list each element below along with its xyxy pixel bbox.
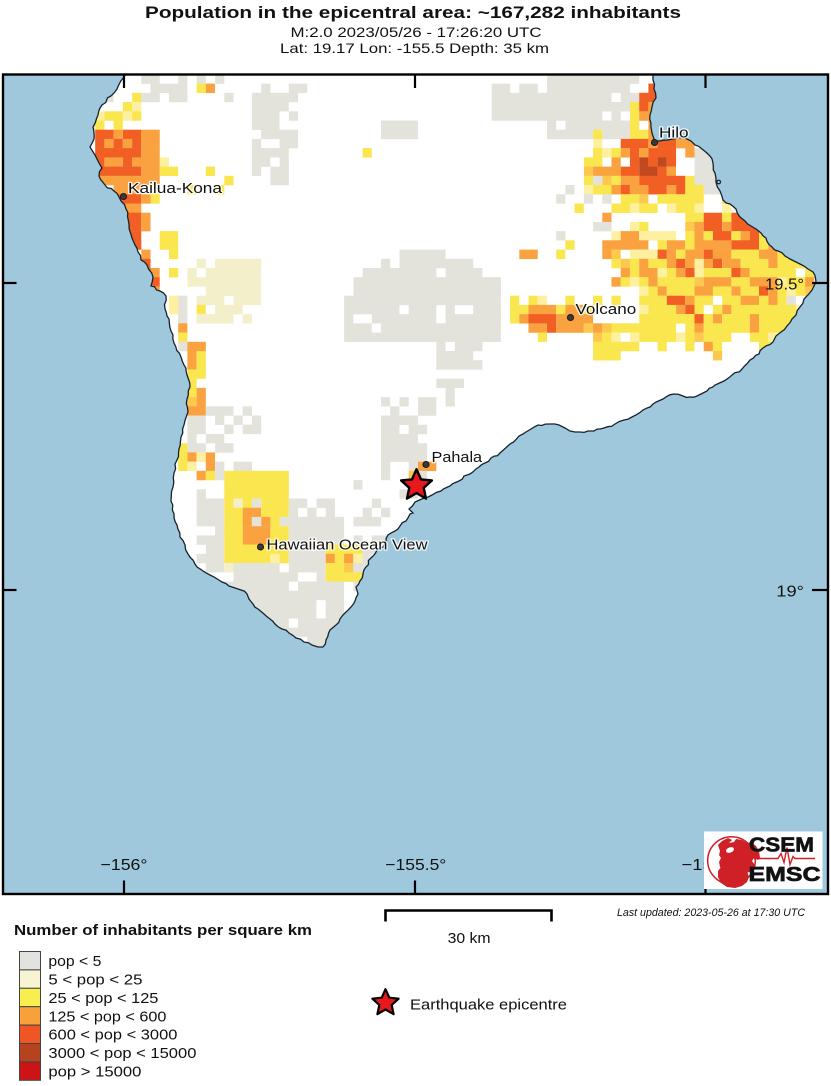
svg-text:pop < 5: pop < 5 <box>48 954 101 970</box>
svg-text:5 < pop < 25: 5 < pop < 25 <box>48 973 142 989</box>
svg-text:25 < pop < 125: 25 < pop < 125 <box>48 991 158 1007</box>
svg-text:19°: 19° <box>776 584 804 601</box>
svg-text:Number of inhabitants per squa: Number of inhabitants per square km <box>14 922 312 939</box>
svg-text:Lat: 19.17 Lon: -155.5 Depth:: Lat: 19.17 Lon: -155.5 Depth: 35 km <box>280 40 549 56</box>
svg-text:−155.5°: −155.5° <box>385 857 446 874</box>
svg-text:19.5°: 19.5° <box>765 277 804 294</box>
svg-text:Hawaiian Ocean View: Hawaiian Ocean View <box>267 537 428 554</box>
svg-text:Volcano: Volcano <box>576 301 637 318</box>
svg-text:CSEM: CSEM <box>749 834 814 857</box>
svg-text:Last updated: 2023-05-26 at 17: Last updated: 2023-05-26 at 17:30 UTC <box>617 907 805 919</box>
svg-text:Kailua-Kona: Kailua-Kona <box>128 180 223 197</box>
svg-text:Hilo: Hilo <box>659 125 689 142</box>
svg-text:pop > 15000: pop > 15000 <box>48 1065 141 1081</box>
svg-text:−156°: −156° <box>101 857 148 874</box>
svg-text:Population in the epicentral a: Population in the epicentral area: ~167,… <box>145 3 681 22</box>
svg-text:125 < pop < 600: 125 < pop < 600 <box>48 1009 166 1025</box>
svg-text:EMSC: EMSC <box>749 863 821 886</box>
svg-text:30 km: 30 km <box>448 930 491 947</box>
svg-text:Pahala: Pahala <box>432 449 483 466</box>
svg-text:600 < pop < 3000: 600 < pop < 3000 <box>48 1028 177 1044</box>
svg-text:3000 < pop < 15000: 3000 < pop < 15000 <box>48 1046 196 1062</box>
svg-text:Earthquake epicentre: Earthquake epicentre <box>410 997 567 1014</box>
svg-text:M:2.0 2023/05/26 - 17:26:20 UT: M:2.0 2023/05/26 - 17:26:20 UTC <box>291 24 542 40</box>
